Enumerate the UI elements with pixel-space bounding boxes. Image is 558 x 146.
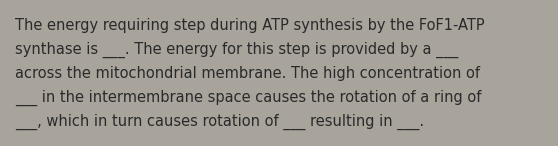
Text: ___, which in turn causes rotation of ___ resulting in ___.: ___, which in turn causes rotation of __… [15,114,424,130]
Text: across the mitochondrial membrane. The high concentration of: across the mitochondrial membrane. The h… [15,66,480,81]
Text: The energy requiring step during ATP synthesis by the FoF1-ATP: The energy requiring step during ATP syn… [15,18,485,33]
Text: synthase is ___. The energy for this step is provided by a ___: synthase is ___. The energy for this ste… [15,42,458,58]
Text: ___ in the intermembrane space causes the rotation of a ring of: ___ in the intermembrane space causes th… [15,90,482,106]
